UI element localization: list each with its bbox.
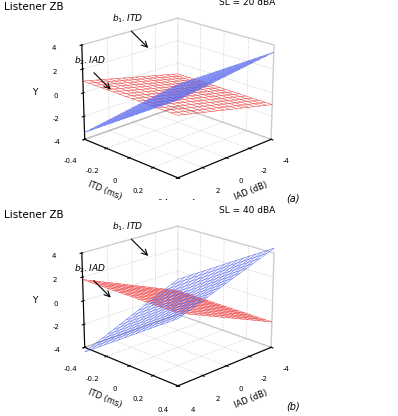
Text: (b): (b) <box>286 402 300 412</box>
Text: (a): (a) <box>287 194 300 204</box>
Y-axis label: ITD (ms): ITD (ms) <box>87 388 123 410</box>
Text: SL = 20 dBA: SL = 20 dBA <box>219 0 275 7</box>
X-axis label: IAD (dB): IAD (dB) <box>233 180 269 201</box>
Text: Listener ZB: Listener ZB <box>4 210 64 220</box>
Text: $b_2.IAD$: $b_2.IAD$ <box>74 262 106 275</box>
Text: $b_1.ITD$: $b_1.ITD$ <box>112 12 143 25</box>
Y-axis label: ITD (ms): ITD (ms) <box>87 180 123 202</box>
Text: $b_1.ITD$: $b_1.ITD$ <box>112 220 143 233</box>
X-axis label: IAD (dB): IAD (dB) <box>233 388 269 409</box>
Text: $b_2.IAD$: $b_2.IAD$ <box>74 54 106 67</box>
Text: Listener ZB: Listener ZB <box>4 2 64 12</box>
Text: SL = 40 dBA: SL = 40 dBA <box>219 206 275 215</box>
